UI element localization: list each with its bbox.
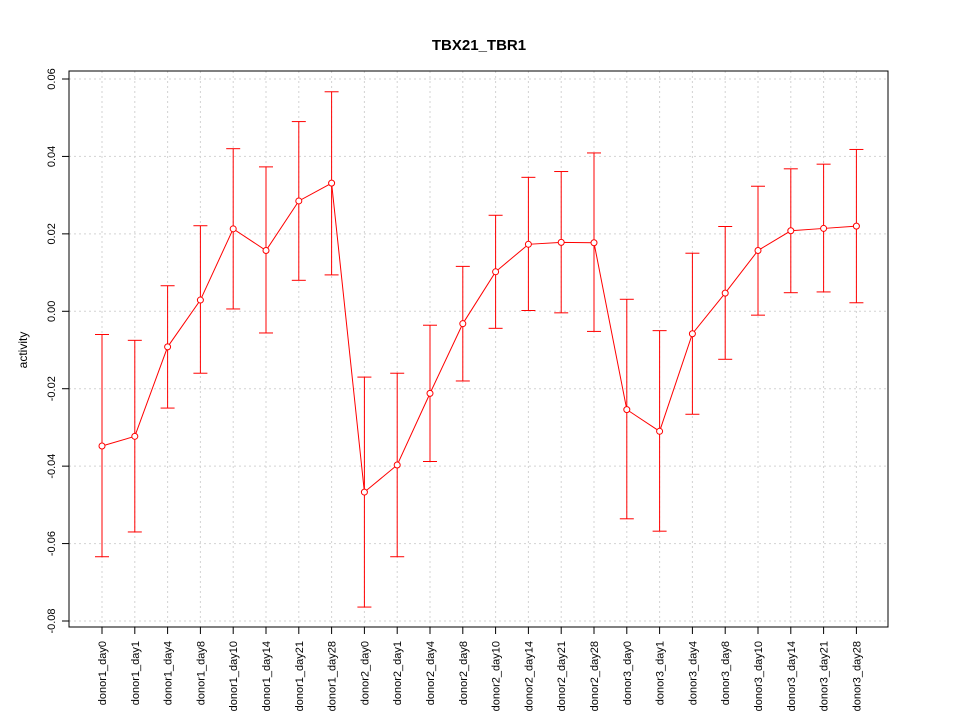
y-tick-label: -0.04 <box>46 454 58 479</box>
data-point <box>426 389 434 397</box>
x-tick-label: donor2_day14 <box>523 641 535 711</box>
data-point <box>852 222 860 230</box>
x-tick-label: donor3_day8 <box>720 641 732 705</box>
data-point <box>656 427 664 435</box>
grid <box>69 71 888 627</box>
x-tick-label: donor2_day4 <box>425 641 437 705</box>
x-tick-label: donor1_day8 <box>195 641 207 705</box>
y-tick-label: -0.02 <box>46 376 58 401</box>
data-points <box>98 179 860 496</box>
x-tick-label: donor3_day1 <box>655 641 667 705</box>
series-polyline <box>101 182 857 494</box>
error-bars <box>95 91 864 608</box>
data-point <box>98 442 106 450</box>
data-point <box>164 343 172 351</box>
x-tick-label: donor3_day28 <box>851 641 863 711</box>
x-tick-label: donor2_day10 <box>491 641 503 711</box>
data-point <box>229 225 237 233</box>
data-point <box>360 488 368 496</box>
x-tick-label: donor2_day28 <box>589 641 601 711</box>
x-tick-label: donor1_day14 <box>261 641 273 711</box>
data-point <box>524 240 532 248</box>
series-line <box>101 182 857 494</box>
x-tick-label: donor2_day0 <box>359 641 371 705</box>
data-point <box>623 406 631 414</box>
x-tick-label: donor1_day21 <box>294 641 306 711</box>
x-tick-label: donor2_day8 <box>458 641 470 705</box>
data-point <box>328 179 336 187</box>
y-axis: -0.08 -0.06 -0.04 -0.02 0.00 0.02 0.04 0.06 <box>46 68 69 634</box>
y-tick-label: 0.04 <box>46 146 58 167</box>
data-point <box>131 432 139 440</box>
x-tick-label: donor3_day21 <box>819 641 831 711</box>
data-point <box>492 268 500 276</box>
x-tick-label: donor1_day4 <box>163 641 175 705</box>
x-tick-label: donor3_day0 <box>622 641 634 705</box>
x-tick-label: donor1_day10 <box>228 641 240 711</box>
x-tick-label: donor1_day0 <box>97 641 109 705</box>
plot-frame <box>68 70 889 628</box>
y-tick-label: -0.08 <box>46 608 58 633</box>
x-tick-label: donor3_day10 <box>753 641 765 711</box>
x-tick-label: donor2_day21 <box>556 641 568 711</box>
data-point <box>295 197 303 205</box>
y-tick-label: 0.02 <box>46 223 58 244</box>
x-tick-label: donor2_day1 <box>392 641 404 705</box>
data-point <box>754 247 762 255</box>
x-tick-label: donor1_day28 <box>327 641 339 711</box>
x-axis: donor1_day0 donor1_day1 donor1_day4 donor1_… <box>97 627 863 711</box>
x-tick-label: donor1_day1 <box>130 641 142 705</box>
data-point <box>721 289 729 297</box>
data-point <box>688 330 696 338</box>
y-axis-label: activity <box>16 332 30 369</box>
data-point <box>262 247 270 255</box>
data-point <box>557 238 565 246</box>
y-tick-label: -0.06 <box>46 531 58 556</box>
data-point <box>787 227 795 235</box>
x-tick-label: donor3_day4 <box>687 641 699 705</box>
chart-title: TBX21_TBR1 <box>432 37 526 54</box>
data-point <box>590 239 598 247</box>
data-point <box>196 296 204 304</box>
y-tick-label: 0.06 <box>46 68 58 89</box>
data-point <box>459 320 467 328</box>
y-tick-label: 0.00 <box>46 301 58 322</box>
data-point <box>393 461 401 469</box>
x-tick-label: donor3_day14 <box>786 641 798 711</box>
data-point <box>820 224 828 232</box>
